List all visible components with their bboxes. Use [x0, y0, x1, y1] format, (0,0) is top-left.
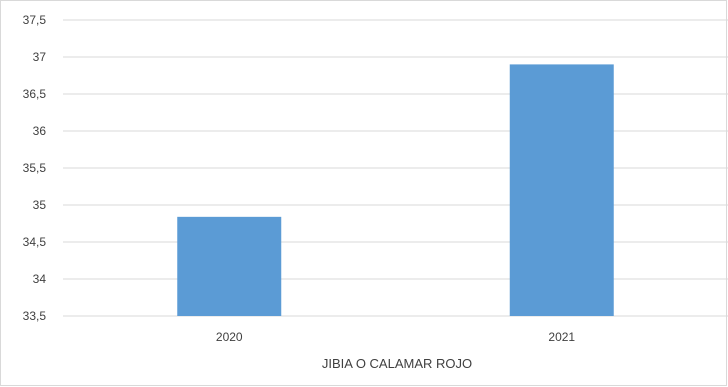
- bar-2020: [177, 216, 282, 316]
- gridlines: [63, 19, 728, 317]
- y-tick-label: 37: [33, 50, 47, 64]
- y-tick-label: 35,5: [23, 161, 47, 175]
- y-axis-ticks: 33,5 34 34,5 35 35,5 36 36,5 37 37,5: [23, 13, 47, 323]
- y-tick-label: 36,5: [23, 87, 47, 101]
- y-tick-label: 37,5: [23, 13, 47, 27]
- y-tick-label: 33,5: [23, 309, 47, 323]
- y-tick-label: 34: [33, 272, 47, 286]
- x-axis-ticks: 2020 2021: [216, 330, 576, 344]
- x-tick-label: 2021: [548, 330, 575, 344]
- x-axis-label: JIBIA O CALAMAR ROJO: [322, 356, 472, 371]
- y-tick-label: 35: [33, 198, 47, 212]
- y-tick-label: 36: [33, 124, 47, 138]
- y-tick-label: 34,5: [23, 235, 47, 249]
- bars: [177, 64, 614, 317]
- x-tick-label: 2020: [216, 330, 243, 344]
- bar-2021: [509, 64, 614, 317]
